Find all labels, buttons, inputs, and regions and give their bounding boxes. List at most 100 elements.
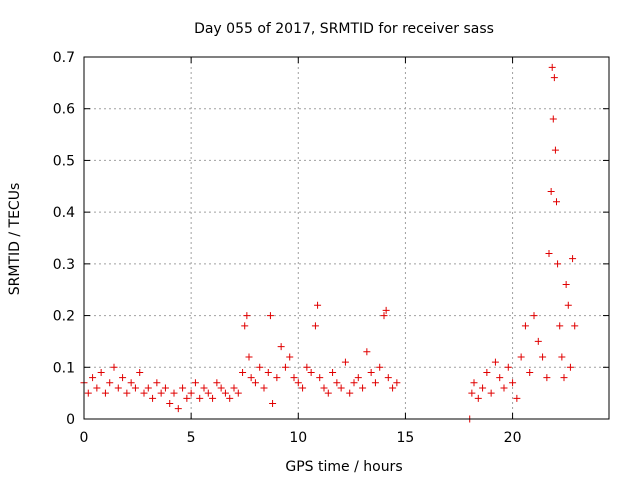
data-point (217, 384, 225, 392)
data-point (245, 353, 253, 361)
data-point (500, 384, 508, 392)
data-point (341, 358, 349, 366)
x-tick-label: 15 (397, 430, 415, 446)
data-point (380, 312, 388, 320)
data-point (93, 384, 101, 392)
data-point (354, 374, 362, 382)
data-point (548, 63, 556, 71)
data-point (209, 394, 217, 402)
data-point (226, 394, 234, 402)
y-tick-label: 0 (66, 412, 75, 428)
data-point (470, 379, 478, 387)
data-point (483, 368, 491, 376)
data-point (187, 389, 195, 397)
data-point (273, 374, 281, 382)
plot-frame (83, 56, 610, 420)
data-point (384, 374, 392, 382)
data-point (114, 384, 122, 392)
data-point (363, 348, 371, 356)
data-point (136, 368, 144, 376)
data-point (549, 115, 557, 123)
data-point (545, 250, 553, 258)
y-tick-label: 0.7 (53, 50, 75, 66)
data-point (569, 255, 577, 263)
data-point (534, 337, 542, 345)
data-point (474, 394, 482, 402)
data-point (140, 389, 148, 397)
data-point (119, 374, 127, 382)
data-point (521, 322, 529, 330)
data-point (496, 374, 504, 382)
data-point (230, 384, 238, 392)
data-point (320, 384, 328, 392)
data-point (213, 379, 221, 387)
data-point (84, 389, 92, 397)
data-point (487, 389, 495, 397)
data-point (376, 363, 384, 371)
data-point (547, 187, 555, 195)
data-point (303, 363, 311, 371)
data-point (504, 363, 512, 371)
data-point (382, 306, 390, 314)
data-point (243, 312, 251, 320)
x-tick-label: 0 (80, 430, 89, 446)
x-tick-label: 10 (289, 430, 307, 446)
data-point (517, 353, 525, 361)
data-point (337, 384, 345, 392)
data-point (566, 363, 574, 371)
x-tick-label: 5 (187, 430, 196, 446)
data-point (241, 322, 249, 330)
data-point (157, 389, 165, 397)
data-point (513, 394, 521, 402)
y-tick-label: 0.3 (53, 257, 75, 273)
y-tick-label: 0.4 (53, 205, 75, 221)
data-point (562, 281, 570, 289)
data-point (316, 374, 324, 382)
data-point (556, 322, 564, 330)
data-point (509, 379, 517, 387)
y-axis-title: SRMTID / TECUs (7, 183, 23, 296)
data-point (251, 379, 259, 387)
data-point (539, 353, 547, 361)
data-point (560, 374, 568, 382)
data-point (89, 374, 97, 382)
data-point (110, 363, 118, 371)
data-point (350, 379, 358, 387)
data-point (479, 384, 487, 392)
data-point (333, 379, 341, 387)
data-point (149, 394, 157, 402)
data-point (97, 368, 105, 376)
data-point (200, 384, 208, 392)
data-point (269, 399, 277, 407)
data-point (371, 379, 379, 387)
data-point (256, 363, 264, 371)
data-point (359, 384, 367, 392)
data-point (554, 260, 562, 268)
data-point (307, 368, 315, 376)
data-point (564, 301, 572, 309)
data-point (324, 389, 332, 397)
y-tick-label: 0.6 (53, 102, 75, 118)
data-point (266, 312, 274, 320)
data-point (196, 394, 204, 402)
data-point (571, 322, 579, 330)
data-point (161, 384, 169, 392)
data-point (260, 384, 268, 392)
data-point (221, 389, 229, 397)
data-point (127, 379, 135, 387)
data-point (191, 379, 199, 387)
data-point (101, 389, 109, 397)
data-point (530, 312, 538, 320)
data-point (239, 368, 247, 376)
y-tick-label: 0.2 (53, 309, 75, 325)
data-point (389, 384, 397, 392)
data-point (299, 384, 307, 392)
data-point (550, 74, 558, 82)
data-point (286, 353, 294, 361)
grid-layer (84, 57, 609, 419)
data-point (281, 363, 289, 371)
points-layer (80, 63, 579, 423)
data-point (170, 389, 178, 397)
data-point (131, 384, 139, 392)
